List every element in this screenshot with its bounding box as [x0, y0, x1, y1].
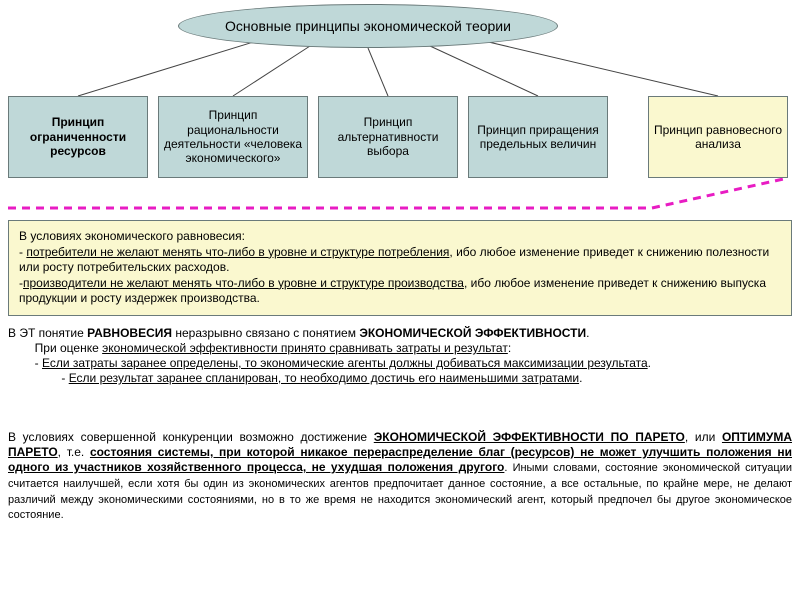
principle-box: Принцип ограниченности ресурсов — [8, 96, 148, 178]
callout-line: -производители не желают менять что-либо… — [19, 276, 781, 307]
principle-box-label: Принцип приращения предельных величин — [473, 123, 603, 152]
principle-box: Принцип приращения предельных величин — [468, 96, 608, 178]
principle-box: Принцип рациональности деятельности «чел… — [158, 96, 308, 178]
principle-box-label: Принцип рациональности деятельности «чел… — [163, 108, 303, 166]
equilibrium-callout: В условиях экономического равновесия: - … — [8, 220, 792, 316]
principle-box: Принцип альтернативности выбора — [318, 96, 458, 178]
principle-box-label: Принцип равновесного анализа — [653, 123, 783, 152]
efficiency-paragraph: В ЭТ понятие РАВНОВЕСИЯ неразрывно связа… — [8, 326, 792, 386]
pareto-paragraph: В условиях совершенной конкуренции возмо… — [8, 430, 792, 523]
title-ellipse: Основные принципы экономической теории — [178, 4, 558, 48]
principle-box-label: Принцип ограниченности ресурсов — [13, 115, 143, 158]
principle-box-label: Принцип альтернативности выбора — [323, 115, 453, 158]
title-text: Основные принципы экономической теории — [225, 18, 511, 34]
callout-line: - потребители не желают менять что-либо … — [19, 245, 781, 276]
callout-line: В условиях экономического равновесия: — [19, 229, 781, 245]
principle-box: Принцип равновесного анализа — [648, 96, 788, 178]
